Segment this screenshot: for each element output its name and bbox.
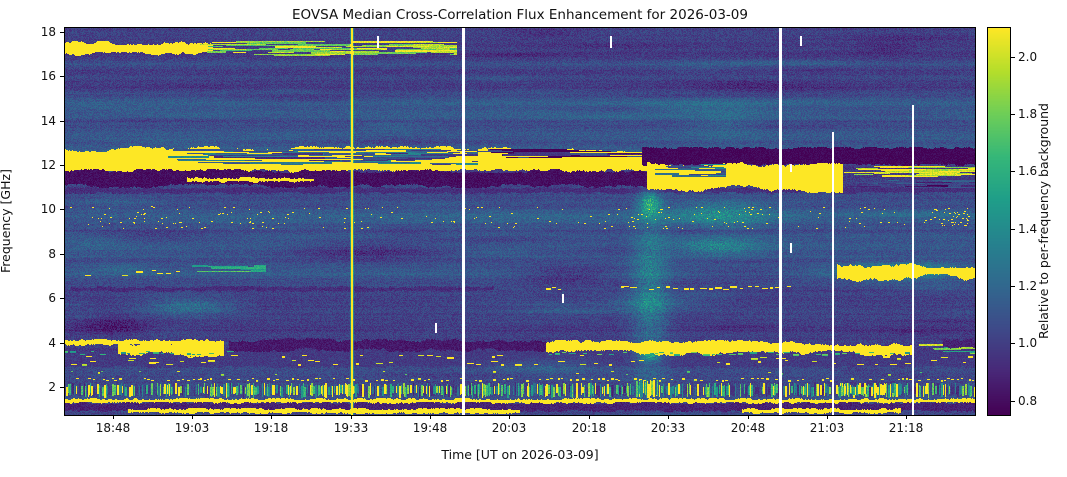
y-tick-label: 18 [40,25,56,39]
x-axis-tick [192,415,193,419]
y-tick-label: 14 [40,114,56,128]
y-tick-label: 2 [48,380,56,394]
colorbar-tick-label: 2.0 [1018,50,1038,64]
x-tick-label: 18:48 [95,421,131,435]
x-axis-tick [589,415,590,419]
y-axis-tick [60,76,64,77]
x-tick-label: 20:03 [491,421,527,435]
x-tick-label: 19:03 [174,421,210,435]
y-axis-tick [60,298,64,299]
colorbar [987,27,1011,416]
y-axis-tick [60,32,64,33]
y-axis-tick [60,387,64,388]
x-tick-label: 20:48 [730,421,766,435]
y-tick-label: 8 [48,247,56,261]
x-axis-label: Time [UT on 2026-03-09] [441,447,599,462]
colorbar-tick [1011,57,1015,58]
x-axis-tick [430,415,431,419]
x-axis-tick [668,415,669,419]
colorbar-tick-label: 1.8 [1018,107,1038,121]
x-axis-tick [827,415,828,419]
colorbar-tick-label: 1.6 [1018,164,1038,178]
spectrogram-heatmap [65,28,975,415]
x-axis-tick [748,415,749,419]
x-tick-label: 20:33 [650,421,686,435]
colorbar-gradient [988,28,1010,415]
colorbar-tick [1011,401,1015,402]
x-tick-label: 19:18 [253,421,289,435]
colorbar-tick-label: 1.2 [1018,279,1038,293]
colorbar-label: Relative to per-frequency background [1036,103,1051,340]
y-axis-tick [60,121,64,122]
x-tick-label: 19:48 [412,421,448,435]
x-axis-tick [906,415,907,419]
colorbar-tick [1011,343,1015,344]
y-tick-label: 16 [40,69,56,83]
x-axis-tick [509,415,510,419]
chart-title: EOVSA Median Cross-Correlation Flux Enha… [292,7,748,23]
x-tick-label: 20:18 [571,421,607,435]
y-tick-label: 10 [40,202,56,216]
colorbar-tick [1011,229,1015,230]
x-axis-tick [113,415,114,419]
colorbar-tick [1011,114,1015,115]
y-axis-tick [60,165,64,166]
y-axis-tick [60,209,64,210]
colorbar-tick-label: 1.4 [1018,222,1038,236]
y-tick-label: 12 [40,158,56,172]
x-tick-label: 19:33 [333,421,369,435]
colorbar-tick-label: 0.8 [1018,394,1038,408]
y-axis-label: Frequency [GHz] [0,169,13,274]
colorbar-tick [1011,171,1015,172]
x-axis-tick [351,415,352,419]
y-axis-tick [60,254,64,255]
y-tick-label: 4 [48,336,56,350]
plot-area [64,27,976,416]
x-axis-tick [271,415,272,419]
colorbar-tick-label: 1.0 [1018,336,1038,350]
y-tick-label: 6 [48,291,56,305]
y-axis-tick [60,343,64,344]
x-tick-label: 21:03 [809,421,845,435]
x-tick-label: 21:18 [888,421,924,435]
colorbar-tick [1011,286,1015,287]
